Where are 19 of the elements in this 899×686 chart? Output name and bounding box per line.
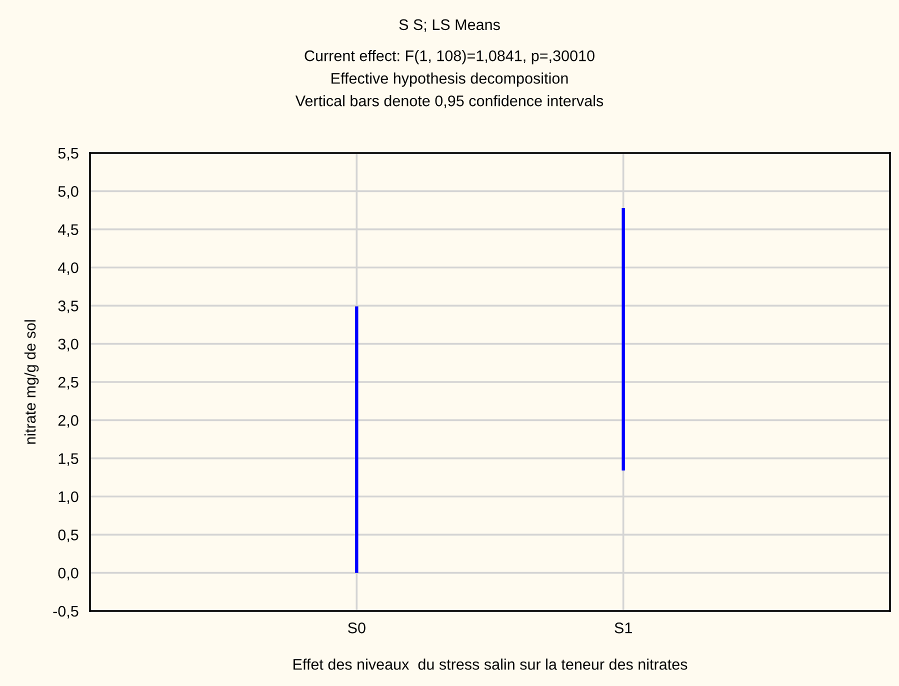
chart-subtitle: Current effect: F(1, 108)=1,0841, p=,30010 Effective hypothesis decomposition Vertical bars denote 0,95 confidence intervals [295,50,604,108]
x-tick-label: S1 [614,622,632,634]
x-axis-title: Effet des niveaux du stress salin sur la teneur des nitrates [294,658,688,670]
y-tick-label: 4,0 [58,262,78,275]
y-tick-label: -0,5 [53,606,78,618]
y-tick-label: 2,5 [58,376,78,390]
x-tick-label: S0 [348,622,366,634]
y-tick-label: 5,0 [58,186,78,199]
y-tick-label: 1,0 [58,491,78,504]
y-tick-label: 5,5 [58,148,78,160]
y-tick-label: 0,0 [58,568,78,580]
y-tick-label: 2,0 [58,415,78,428]
y-tick-label: 4,5 [58,224,78,237]
y-tick-label: 3,5 [58,300,78,314]
y-tick-label: 3,0 [58,338,78,352]
y-tick-label: 0,5 [58,530,78,542]
y-tick-label: 1,5 [58,453,78,466]
chart-title: S S; LS Means [399,19,500,32]
y-axis-title: nitrate mg/g de sol [24,320,39,444]
